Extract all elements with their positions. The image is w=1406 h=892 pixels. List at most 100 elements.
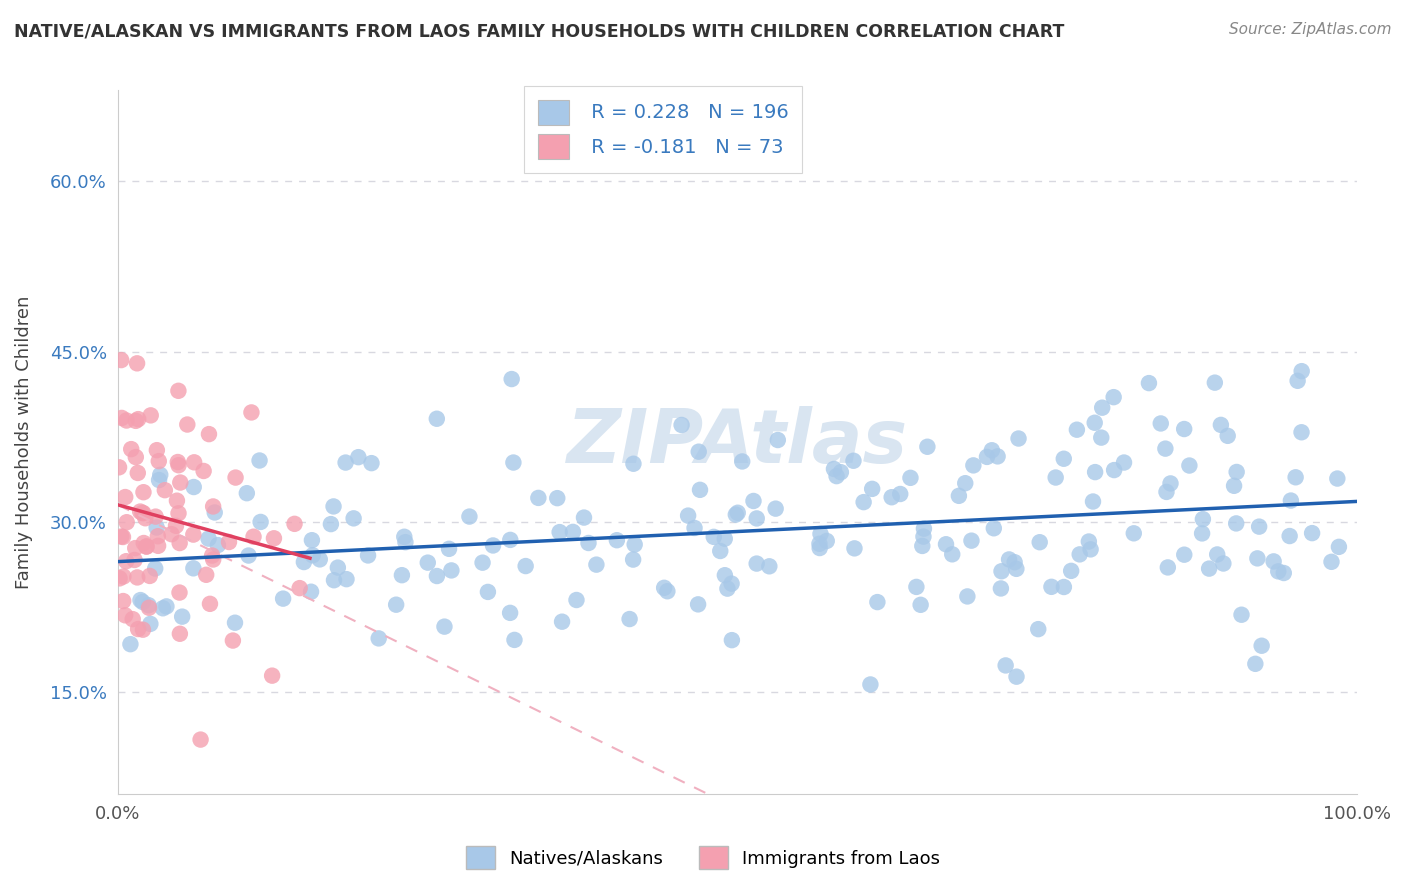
Point xyxy=(503,632,526,647)
Point xyxy=(990,582,1012,596)
Point xyxy=(224,615,246,630)
Point xyxy=(271,591,294,606)
Point xyxy=(689,483,711,497)
Point xyxy=(146,539,169,553)
Point xyxy=(143,561,166,575)
Point xyxy=(225,470,247,484)
Point xyxy=(987,450,1010,464)
Point xyxy=(111,530,134,544)
Point xyxy=(994,658,1017,673)
Point xyxy=(1320,555,1343,569)
Point xyxy=(1053,580,1076,594)
Point xyxy=(935,537,957,551)
Point xyxy=(652,581,675,595)
Point xyxy=(167,458,190,473)
Point xyxy=(115,413,138,427)
Point xyxy=(766,433,789,447)
Point xyxy=(808,541,831,555)
Point xyxy=(808,537,831,551)
Point xyxy=(657,584,679,599)
Point xyxy=(714,568,737,582)
Point xyxy=(825,469,848,483)
Point xyxy=(169,626,191,640)
Point xyxy=(623,457,645,471)
Point xyxy=(426,569,449,583)
Point xyxy=(108,460,131,475)
Point xyxy=(1173,422,1195,436)
Point xyxy=(367,632,389,646)
Point xyxy=(917,440,939,454)
Point xyxy=(561,524,583,539)
Point xyxy=(1209,417,1232,432)
Point xyxy=(319,517,342,532)
Point xyxy=(1112,456,1135,470)
Point xyxy=(1291,364,1313,378)
Point xyxy=(323,573,346,587)
Point xyxy=(193,464,215,478)
Point xyxy=(1279,493,1302,508)
Point xyxy=(745,511,768,525)
Point xyxy=(1223,479,1246,493)
Point xyxy=(326,560,349,574)
Point xyxy=(1005,670,1028,684)
Point xyxy=(1284,470,1306,484)
Point xyxy=(1225,516,1247,531)
Point xyxy=(1066,423,1088,437)
Point xyxy=(165,518,187,533)
Point xyxy=(183,455,205,469)
Point xyxy=(167,384,190,398)
Point xyxy=(108,571,131,585)
Point xyxy=(471,556,494,570)
Point xyxy=(980,443,1002,458)
Point xyxy=(499,533,522,547)
Point xyxy=(433,620,456,634)
Point xyxy=(202,552,225,566)
Point xyxy=(127,570,149,584)
Point xyxy=(683,521,706,535)
Point xyxy=(146,443,169,458)
Point xyxy=(962,458,984,473)
Point xyxy=(131,506,153,520)
Point xyxy=(1206,548,1229,562)
Point xyxy=(1327,540,1350,554)
Point xyxy=(190,732,212,747)
Legend: Natives/Alaskans, Immigrants from Laos: Natives/Alaskans, Immigrants from Laos xyxy=(457,838,949,879)
Point xyxy=(1157,560,1180,574)
Point xyxy=(765,501,787,516)
Point xyxy=(998,552,1021,566)
Point xyxy=(527,491,550,505)
Point xyxy=(548,525,571,540)
Point xyxy=(283,516,305,531)
Point xyxy=(183,480,205,494)
Point xyxy=(905,580,928,594)
Point xyxy=(124,541,146,555)
Point xyxy=(1084,416,1107,430)
Point xyxy=(145,520,167,534)
Point xyxy=(477,585,499,599)
Point xyxy=(129,504,152,518)
Point xyxy=(124,553,146,567)
Point xyxy=(880,490,903,504)
Point xyxy=(955,476,977,491)
Point xyxy=(1301,526,1323,541)
Point xyxy=(416,556,439,570)
Point xyxy=(132,536,155,550)
Point xyxy=(197,532,219,546)
Point xyxy=(357,549,380,563)
Point xyxy=(204,506,226,520)
Point xyxy=(1250,639,1272,653)
Point xyxy=(810,527,832,541)
Point xyxy=(394,535,416,549)
Point xyxy=(385,598,408,612)
Point xyxy=(1040,580,1063,594)
Point xyxy=(129,593,152,607)
Point xyxy=(249,515,271,529)
Point xyxy=(482,539,505,553)
Point xyxy=(288,581,311,595)
Point xyxy=(262,668,284,682)
Point xyxy=(1026,622,1049,636)
Point xyxy=(127,622,149,636)
Point xyxy=(112,569,135,583)
Point xyxy=(112,594,135,608)
Text: Source: ZipAtlas.com: Source: ZipAtlas.com xyxy=(1229,22,1392,37)
